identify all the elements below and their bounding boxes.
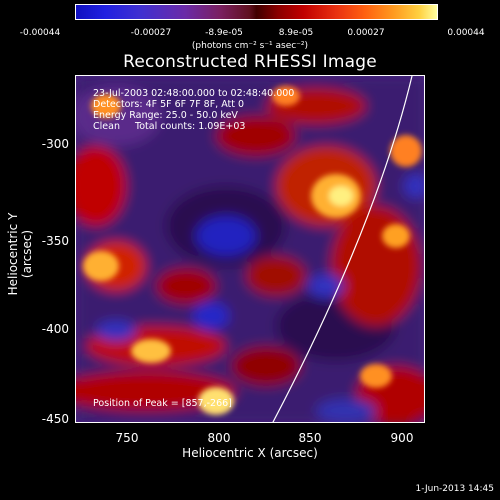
colorbar-tick: -0.00027 (130, 28, 172, 38)
colorbar-tick: 0.00044 (447, 28, 485, 38)
y-tick-label: -300 (41, 137, 69, 151)
x-tick-label: 900 (390, 431, 414, 445)
info-energy-range: Energy Range: 25.0 - 50.0 keV (93, 110, 238, 121)
x-axis-label: Heliocentric X (arcsec) (182, 446, 318, 460)
y-tick-label: -400 (41, 322, 69, 336)
image-map (76, 76, 424, 422)
x-tick-label: 800 (207, 431, 231, 445)
y-axis-label: Heliocentric Y (arcsec) (6, 212, 34, 296)
info-detectors: Detectors: 4F 5F 6F 7F 8F, Att 0 (93, 99, 245, 110)
x-tick-label: 850 (298, 431, 322, 445)
colorbar-tick: 8.9e-05 (278, 28, 314, 38)
x-tick-label: 750 (115, 431, 139, 445)
timestamp: 1-Jun-2013 14:45 (415, 484, 495, 494)
info-time-range: 23-Jul-2003 02:48:00.000 to 02:48:40.000 (93, 88, 295, 99)
info-peak-position: Position of Peak = [857,-266] (93, 398, 232, 409)
y-tick-label: -350 (41, 234, 69, 248)
colorbar-units: (photons cm⁻² s⁻¹ asec⁻²) (191, 41, 309, 51)
colorbar-tick: 0.00027 (347, 28, 385, 38)
solar-limb (272, 76, 413, 422)
info-clean-counts: Clean Total counts: 1.09E+03 (93, 121, 246, 132)
rhessi-image (75, 75, 425, 423)
colorbar-tick: -0.00044 (19, 28, 61, 38)
colorbar-gradient (76, 5, 437, 19)
y-tick-label: -450 (41, 412, 69, 426)
colorbar-tick: -8.9e-05 (205, 28, 243, 38)
colorbar (75, 4, 438, 20)
plot-title: Reconstructed RHESSI Image (123, 52, 377, 72)
